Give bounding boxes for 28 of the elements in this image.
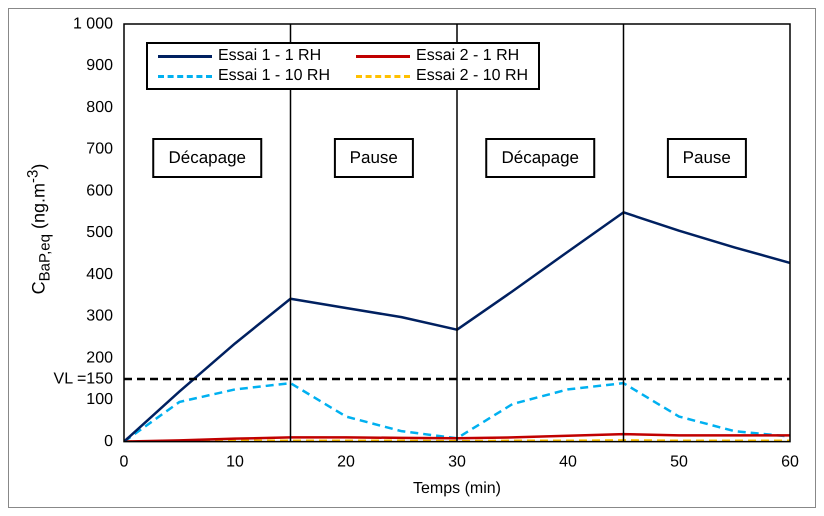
legend-label: Essai 2 - 1 RH: [416, 47, 520, 65]
x-tick-label: 60: [781, 454, 799, 471]
y-tick-label: 700: [86, 140, 114, 158]
y-tick-label: VL =150: [54, 370, 114, 388]
y-tick-label: 100: [86, 391, 114, 408]
x-tick-label: 0: [120, 454, 129, 471]
annotation: Décapage: [485, 138, 596, 178]
x-tick-label: 10: [226, 454, 244, 471]
legend-label: Essai 2 - 10 RH: [416, 67, 528, 85]
x-tick-label: 20: [337, 454, 355, 471]
x-tick-label: 30: [448, 454, 466, 471]
y-tick-label: 300: [86, 308, 114, 325]
annotation: Décapage: [152, 138, 262, 178]
x-axis-title: Temps (min): [412, 480, 502, 497]
y-tick-label: 600: [86, 182, 114, 200]
legend-label: Essai 1 - 10 RH: [218, 67, 330, 85]
y-tick-label: 400: [86, 266, 114, 283]
y-tick-label: 0: [104, 433, 114, 450]
annotation: Pause: [666, 138, 747, 178]
y-tick-label: 200: [86, 349, 114, 366]
legend-label: Essai 1 - 1 RH: [218, 47, 322, 65]
y-tick-label: 1 000: [72, 15, 114, 32]
y-tick-label: 800: [86, 98, 114, 116]
x-tick-label: 50: [670, 454, 688, 471]
y-tick-label: 900: [86, 57, 114, 74]
annotation: Pause: [334, 138, 414, 178]
x-tick-label: 40: [559, 454, 577, 471]
y-tick-label: 500: [86, 224, 114, 242]
